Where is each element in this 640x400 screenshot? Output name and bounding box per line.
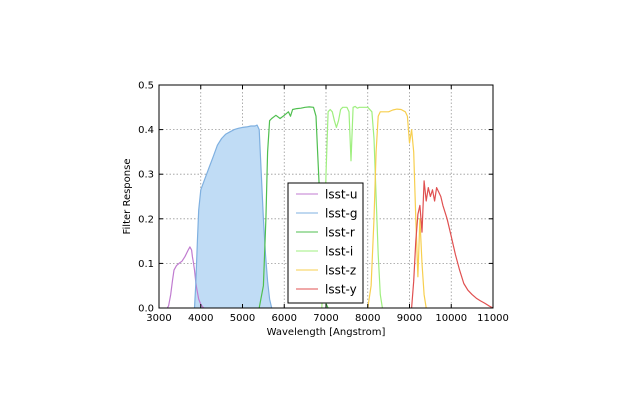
x-tick-label: 5000 [230,313,255,324]
y-tick-label: 0.1 [138,259,154,270]
series-line-lsst-y [411,180,494,309]
x-tick-label: 3000 [146,313,171,324]
y-tick-label: 0.5 [138,81,154,92]
legend-label: lsst-g [325,207,358,221]
legend-label: lsst-u [325,188,357,202]
legend: lsst-u lsst-g lsst-r lsst-i lsst-z lsst-y [287,182,364,304]
legend-item-lsst-r: lsst-r [296,226,355,240]
legend-label: lsst-z [325,264,356,278]
legend-label: lsst-y [325,283,357,297]
y-axis-ticks: 0.0 0.1 0.2 0.3 0.4 0.5 [138,81,493,315]
series-line-lsst-u [166,246,205,309]
series-fill-lsst-g [194,125,272,308]
legend-item-lsst-i: lsst-i [296,245,353,259]
y-tick-label: 0.4 [138,125,154,136]
x-tick-label: 9000 [397,313,422,324]
y-tick-label: 0.2 [138,214,154,225]
legend-box [287,182,364,304]
series-line-lsst-z [367,108,427,309]
legend-item-lsst-g: lsst-g [296,207,358,221]
filled-area-layer [194,125,272,308]
legend-item-lsst-z: lsst-z [296,264,356,278]
y-tick-label: 0.0 [138,304,154,315]
x-tick-label: 4000 [188,313,213,324]
x-tick-label: 10000 [435,313,467,324]
series-layer [166,105,494,309]
legend-item-lsst-y: lsst-y [296,283,357,297]
series-line-lsst-g [193,124,273,309]
y-axis-label: Filter Response [122,159,133,235]
series-line-lsst-i [321,105,383,309]
legend-label: lsst-i [325,245,353,259]
y-tick-label: 0.3 [138,170,154,181]
x-tick-label: 11000 [477,313,509,324]
x-tick-label: 7000 [313,313,338,324]
legend-item-lsst-u: lsst-u [296,188,357,202]
x-axis-label: Wavelength [Angstrom] [267,327,386,338]
x-tick-label: 8000 [355,313,380,324]
x-axis-ticks: 3000 4000 5000 6000 7000 8000 9000 10000 11000 [146,85,509,324]
legend-label: lsst-r [325,226,355,240]
x-tick-label: 6000 [272,313,297,324]
